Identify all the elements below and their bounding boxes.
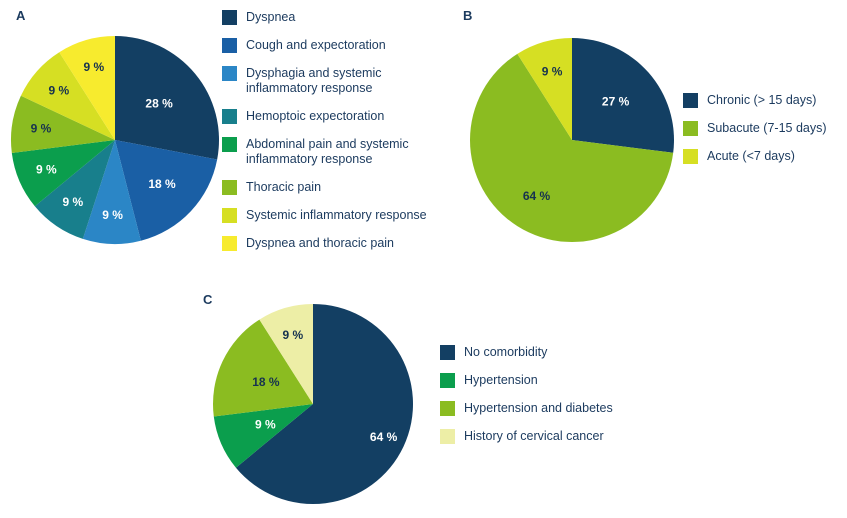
- legend-label: Hypertension and diabetes: [464, 401, 613, 415]
- legend-label: Abdominal pain and systemic inflammatory…: [246, 137, 409, 166]
- pie-value-label: 9 %: [36, 163, 57, 177]
- pie-value-label: 64 %: [523, 189, 551, 203]
- legend-label: Systemic inflammatory response: [246, 208, 427, 222]
- legend-item: Hypertension and diabetes: [440, 401, 640, 416]
- pie-slice-a-6: [20, 52, 115, 140]
- pie-value-label: 9 %: [255, 418, 276, 432]
- pie-slice-a-4: [11, 140, 116, 207]
- legend-item: Abdominal pain and systemic inflammatory…: [222, 137, 437, 167]
- legend-label: Dyspnea: [246, 10, 296, 24]
- panel-label-c: C: [203, 292, 213, 307]
- legend-label: Cough and expectoration: [246, 38, 386, 52]
- legend-item: Systemic inflammatory response: [222, 208, 437, 223]
- legend-item: Thoracic pain: [222, 180, 437, 195]
- legend-label: Hypertension: [464, 373, 538, 387]
- legend-label: Hemoptoic expectoration: [246, 109, 385, 123]
- legend-swatch: [222, 66, 237, 81]
- legend-swatch: [440, 373, 455, 388]
- legend-swatch: [222, 109, 237, 124]
- pie-value-label: 64 %: [370, 430, 398, 444]
- legend-label: No comorbidity: [464, 345, 548, 359]
- panel-label-b: B: [463, 8, 473, 23]
- pie-slice-a-7: [59, 36, 115, 140]
- legend-label: Acute (<7 days): [707, 149, 795, 163]
- legend-b: Chronic (> 15 days) Subacute (7-15 days) A…: [683, 93, 843, 177]
- pie-slice-c-3: [259, 304, 313, 404]
- legend-label: Dyspnea and thoracic pain: [246, 236, 395, 250]
- pie-slice-a-0: [115, 36, 219, 160]
- pie-slice-c-1: [213, 404, 313, 468]
- legend-swatch: [222, 38, 237, 53]
- pie-value-label: 18 %: [252, 375, 280, 389]
- pie-value-label: 18 %: [148, 177, 176, 191]
- legend-item: Subacute (7-15 days): [683, 121, 843, 136]
- pie-slice-b-0: [572, 38, 674, 153]
- pie-value-label: 9 %: [63, 195, 84, 209]
- legend-item: No comorbidity: [440, 345, 640, 360]
- legend-swatch: [222, 236, 237, 251]
- legend-item: Cough and expectoration: [222, 38, 437, 53]
- legend-c: No comorbidity Hypertension Hypertension a…: [440, 345, 640, 457]
- pie-value-label: 9 %: [83, 60, 104, 74]
- pie-value-label: 9 %: [48, 84, 69, 98]
- pie-slice-a-3: [34, 140, 115, 239]
- legend-label: Subacute (7-15 days): [707, 121, 827, 135]
- pie-value-label: 27 %: [602, 95, 630, 109]
- pie-chart-c: 64 % 9 % 18 % 9 %: [213, 304, 413, 504]
- legend-swatch: [440, 429, 455, 444]
- legend-swatch: [222, 180, 237, 195]
- pie-chart-a: 28 % 18 % 9 % 9 % 9 % 9 % 9 % 9 %: [10, 36, 219, 244]
- legend-label: Dysphagia and systemic inflammatory resp…: [246, 66, 382, 95]
- legend-label: History of cervical cancer: [464, 429, 604, 443]
- pie-slice-a-5: [10, 95, 115, 154]
- pie-slice-c-2: [213, 319, 313, 417]
- legend-swatch: [222, 137, 237, 152]
- legend-a: Dyspnea Cough and expectoration Dysphagia …: [222, 10, 437, 264]
- pie-value-label: 9 %: [283, 328, 304, 342]
- legend-swatch: [683, 121, 698, 136]
- legend-item: Chronic (> 15 days): [683, 93, 843, 108]
- legend-swatch: [683, 93, 698, 108]
- pie-slice-b-2: [517, 38, 572, 140]
- legend-label: Chronic (> 15 days): [707, 93, 817, 107]
- pie-slice-a-1: [115, 140, 218, 241]
- legend-item: Acute (<7 days): [683, 149, 843, 164]
- pie-chart-b: 27 % 64 % 9 %: [470, 38, 674, 243]
- legend-item: History of cervical cancer: [440, 429, 640, 444]
- pie-slice-b-1: [470, 53, 674, 243]
- pie-value-label: 9 %: [542, 64, 563, 78]
- legend-item: Dyspnea: [222, 10, 437, 25]
- legend-item: Dysphagia and systemic inflammatory resp…: [222, 66, 437, 96]
- pie-slice-a-2: [82, 140, 141, 244]
- legend-swatch: [440, 401, 455, 416]
- legend-item: Hypertension: [440, 373, 640, 388]
- legend-item: Dyspnea and thoracic pain: [222, 236, 437, 251]
- legend-swatch: [222, 10, 237, 25]
- pie-value-label: 9 %: [102, 208, 123, 222]
- pie-value-label: 9 %: [31, 121, 52, 135]
- legend-swatch: [222, 208, 237, 223]
- legend-item: Hemoptoic expectoration: [222, 109, 437, 124]
- legend-label: Thoracic pain: [246, 180, 322, 194]
- legend-swatch: [440, 345, 455, 360]
- legend-swatch: [683, 149, 698, 164]
- pie-slice-c-0: [235, 304, 413, 504]
- panel-label-a: A: [16, 8, 26, 23]
- pie-value-label: 28 %: [145, 97, 173, 111]
